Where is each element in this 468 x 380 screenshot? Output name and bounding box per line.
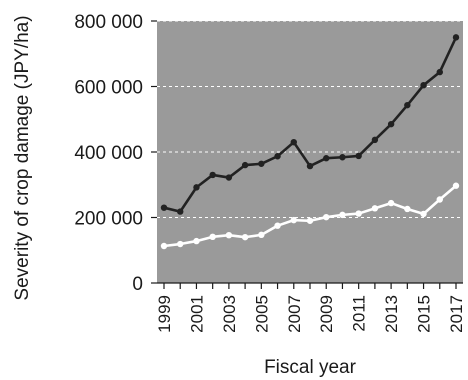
series-1-point [306,162,314,170]
series-2-point [258,231,265,239]
series-2-point [355,210,362,217]
y-tick-label: 0 [132,274,143,295]
y-tick-label: 200 000 [74,209,143,230]
series-2-point [323,213,330,221]
y-tick-label: 800 000 [74,12,143,33]
series-2-point [290,216,297,224]
x-tick-label: 2001 [187,295,206,333]
series-layer [160,34,460,250]
series-2-point [193,237,200,245]
grid-lines [157,20,463,218]
series-2-point [241,233,249,241]
series-2-point [404,205,411,213]
series-1-point [355,152,362,160]
series-1-point [387,120,395,128]
y-tick-label: 600 000 [74,78,143,99]
series-2-point [225,231,233,239]
series-1-point [404,101,411,109]
series-2-point [339,211,346,219]
series-1-point [290,138,297,146]
series-2-point [306,217,314,224]
x-tick-label: 2015 [415,295,434,333]
series-1-point [160,204,168,211]
series-1-point [258,160,265,167]
series-1-point [274,153,281,160]
series-1-point [452,34,460,41]
series-1-point [436,68,443,76]
x-tick-label: 2009 [317,295,336,333]
x-tick-label: 2017 [447,295,466,333]
y-tick-label: 400 000 [74,143,143,164]
series-1-point [209,171,216,179]
series-1-point [420,81,427,89]
series-2-point [177,240,184,248]
series-1-point [193,184,200,191]
x-tick-label: 2005 [252,295,271,333]
series-2-point [452,182,460,189]
series-2-point [420,210,427,218]
y-axis-title: Severity of crop damage (JPY/ha) [12,15,33,300]
series-2-point [209,233,216,241]
series-2-point [371,205,379,212]
series-1-point [323,155,330,162]
x-tick-label: 2003 [220,295,239,333]
series-1-point [339,154,346,161]
y-axis: 0 200 000 400 000 600 000 800 000 [74,12,157,295]
x-tick-label: 2013 [382,295,401,333]
series-2-point [436,196,443,203]
series-2-point [274,222,281,229]
x-tick-label: 2011 [350,295,369,332]
x-axis: 1999 2001 2003 2005 2007 2009 2011 2013 2015 2017 [155,282,466,333]
x-tick-label: 2007 [285,295,304,333]
x-tick-label: 1999 [155,295,174,333]
series-2-point [387,199,395,207]
x-axis-title: Fiscal year [264,357,357,378]
series-1-point [225,174,233,181]
series-1-point [371,136,379,144]
series-2-point [160,242,168,250]
series-1-point [241,161,249,169]
series-1-point [177,208,184,215]
